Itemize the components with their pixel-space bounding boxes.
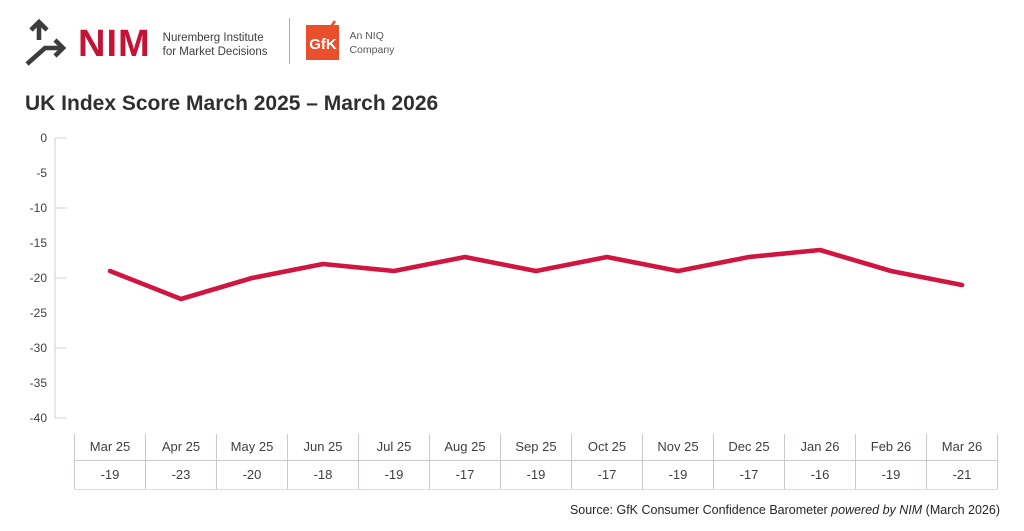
value-label: -20 — [216, 461, 287, 489]
logo-divider — [289, 18, 291, 64]
value-row: -19 -23 -20 -18 -19 -17 -19 -17 -19 -17 -16 -19 -21 — [74, 461, 998, 489]
value-label: -21 — [926, 461, 998, 489]
month-label: Jan 26 — [784, 434, 855, 460]
y-tick-label: -30 — [30, 341, 48, 355]
y-tick-label: 0 — [40, 131, 47, 145]
month-label: May 25 — [216, 434, 287, 460]
month-label: Apr 25 — [145, 434, 216, 460]
logo-bar: NIM Nuremberg Institute for Market Decis… — [24, 12, 394, 70]
month-label: Feb 26 — [855, 434, 926, 460]
month-label: Jun 25 — [287, 434, 358, 460]
niq-tag-line1: An NIQ — [349, 30, 384, 43]
source-suffix: (March 2026) — [922, 503, 1000, 517]
nim-wordmark: NIM — [78, 23, 151, 65]
gfk-accent-mark — [327, 20, 337, 32]
value-label: -19 — [642, 461, 713, 489]
y-tick-label: -20 — [30, 271, 48, 285]
value-label: -23 — [145, 461, 216, 489]
value-label: -17 — [429, 461, 500, 489]
chart-title: UK Index Score March 2025 – March 2026 — [25, 92, 439, 115]
month-label: Dec 25 — [713, 434, 784, 460]
nim-tagline: Nuremberg Institute for Market Decisions — [163, 31, 268, 60]
nim-tagline-line2: for Market Decisions — [162, 46, 268, 58]
y-tick-label: -25 — [30, 306, 48, 320]
y-tick-label: -40 — [30, 411, 48, 425]
xaxis-table: Mar 25 Apr 25 May 25 Jun 25 Jul 25 Aug 25 Sep … — [74, 434, 998, 490]
y-tick-label: -10 — [30, 201, 48, 215]
value-label: -17 — [571, 461, 642, 489]
month-label: Sep 25 — [500, 434, 571, 460]
value-label: -19 — [74, 461, 145, 489]
month-label: Oct 25 — [571, 434, 642, 460]
gfk-logo-square: GfK — [306, 25, 340, 60]
niq-tag-line2: Company — [349, 44, 395, 56]
month-label: Aug 25 — [429, 434, 500, 460]
line-chart: 0 -5 -10 -15 -20 -25 -30 -35 -40 — [30, 131, 965, 425]
nim-arrows-icon — [25, 18, 67, 66]
value-label: -17 — [713, 461, 784, 489]
value-label: -19 — [500, 461, 571, 489]
month-label: Mar 25 — [74, 434, 145, 460]
month-label: Nov 25 — [642, 434, 713, 460]
source-prefix: Source: GfK Consumer Confidence Baromete… — [569, 503, 832, 517]
niq-company-tag: An NIQ Company — [349, 30, 394, 57]
source-line: Source: GfK Consumer Confidence Baromete… — [570, 503, 1000, 517]
y-tick-label: -15 — [30, 236, 48, 250]
gfk-wordmark: GfK — [309, 35, 337, 53]
gfk-logo: GfK — [306, 20, 340, 61]
value-label: -19 — [358, 461, 429, 489]
source-powered-by: powered by NIM — [831, 503, 923, 517]
index-score-line — [107, 247, 965, 302]
value-label: -16 — [784, 461, 855, 489]
nim-tagline-line1: Nuremberg Institute — [162, 31, 264, 44]
month-label: Jul 25 — [358, 434, 429, 460]
month-row: Mar 25 Apr 25 May 25 Jun 25 Jul 25 Aug 25 Sep … — [74, 434, 998, 461]
y-tick-label: -5 — [36, 166, 47, 180]
month-label: Mar 26 — [926, 434, 998, 460]
y-tick-label: -35 — [30, 376, 48, 390]
value-label: -18 — [287, 461, 358, 489]
value-label: -19 — [855, 461, 926, 489]
